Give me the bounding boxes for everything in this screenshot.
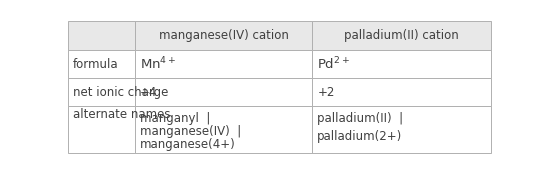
Bar xyxy=(312,106,490,153)
Text: palladium(II)  |: palladium(II) | xyxy=(317,112,403,125)
Bar xyxy=(68,50,135,78)
Text: +4: +4 xyxy=(140,86,158,99)
Bar xyxy=(135,21,312,50)
Text: $\mathregular{Pd^{2+}}$: $\mathregular{Pd^{2+}}$ xyxy=(317,56,350,72)
Bar xyxy=(312,21,490,50)
Text: alternate names: alternate names xyxy=(73,108,171,121)
Text: manganyl  |: manganyl | xyxy=(140,112,210,125)
Bar xyxy=(135,50,312,78)
Text: +2: +2 xyxy=(317,86,335,99)
Text: $\mathregular{Mn^{4+}}$: $\mathregular{Mn^{4+}}$ xyxy=(140,56,177,72)
Text: manganese(IV)  |: manganese(IV) | xyxy=(140,125,241,138)
Bar xyxy=(135,78,312,106)
Text: palladium(2+): palladium(2+) xyxy=(317,130,403,143)
Text: manganese(4+): manganese(4+) xyxy=(140,138,235,151)
Text: formula: formula xyxy=(73,57,119,71)
Text: palladium(II) cation: palladium(II) cation xyxy=(344,29,459,42)
Bar xyxy=(68,106,135,153)
Bar xyxy=(312,50,490,78)
Text: net ionic charge: net ionic charge xyxy=(73,86,168,99)
Text: manganese(IV) cation: manganese(IV) cation xyxy=(159,29,288,42)
Bar xyxy=(135,106,312,153)
Bar xyxy=(68,21,135,50)
Bar xyxy=(68,78,135,106)
Bar xyxy=(312,78,490,106)
